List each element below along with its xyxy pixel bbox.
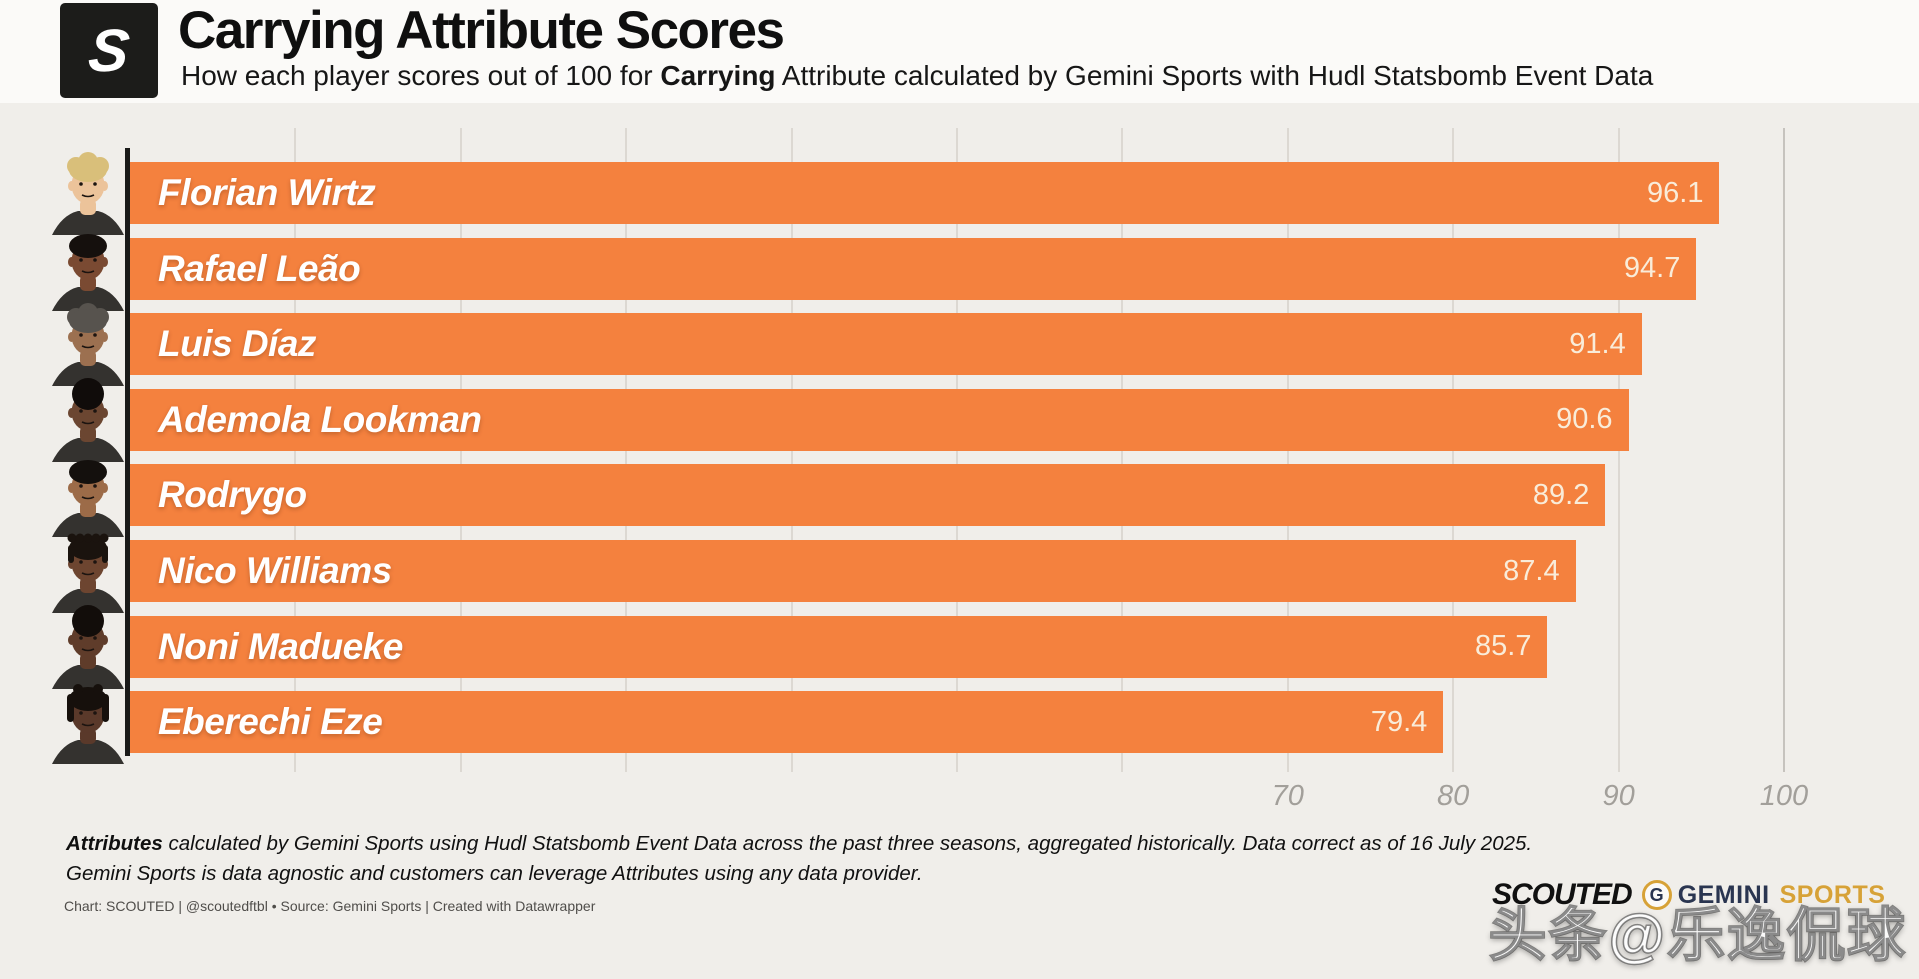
score-value-label: 91.4 [1569,327,1626,360]
score-value-label: 87.4 [1503,554,1560,587]
toutiao-watermark: 头条@乐逸侃球 [1488,902,1907,969]
player-headshot-icon [52,533,124,613]
gemini-g-icon: G [1641,880,1672,910]
score-bar: Nico Williams 87.4 [130,540,1576,602]
score-bar: Rafael Leão 94.7 [130,237,1697,300]
player-name-label: Noni Madueke [158,625,403,667]
player-photo [48,604,128,689]
score-bar: Luis Díaz 91.4 [130,313,1642,376]
player-headshot-icon [52,377,124,462]
gemini-word: GEMINI [1677,880,1770,909]
player-photo [48,302,128,387]
player-photo [48,151,128,235]
footnote-line-1-rest: calculated by Gemini Sports using Hudl S… [162,832,1533,855]
score-bar: Eberechi Eze 79.4 [130,691,1444,754]
footer-logos: SCOUTED G GEMINI SPORTS [1492,878,1885,912]
player-headshot-icon [52,684,124,765]
footnote-line-1: Attributes calculated by Gemini Sports u… [66,832,1532,856]
player-name-label: Nico Williams [158,550,392,591]
sports-word: SPORTS [1779,880,1886,909]
player-photo [48,453,128,538]
footnote-line-2: Gemini Sports is data agnostic and custo… [66,862,923,885]
player-headshot-icon [52,152,124,235]
header: S Carrying Attribute Scores How each pla… [0,0,1919,103]
axis-tick-label: 90 [1602,780,1635,812]
scouted-logo-letter-icon: S [85,16,133,84]
subtitle-suffix: Attribute calculated by Gemini Sports wi… [775,60,1654,91]
player-headshot-icon [52,460,124,538]
axis-tick-label: 100 [1759,780,1809,812]
score-value-label: 90.6 [1556,403,1613,436]
player-name-label: Rafael Leão [158,247,361,289]
scouted-wordmark: SCOUTED [1492,878,1633,911]
player-photo [48,227,128,311]
player-name-label: Eberechi Eze [158,701,383,743]
gridline [1783,128,1785,772]
player-name-label: Rodrygo [158,474,307,516]
score-value-label: 85.7 [1475,630,1532,663]
player-name-label: Luis Díaz [158,323,316,365]
axis-tick-label: 80 [1437,780,1470,812]
player-headshot-icon [52,604,124,689]
footnote-bold-word: Attributes [66,832,163,855]
score-value-label: 96.1 [1647,176,1704,209]
score-bar: Ademola Lookman 90.6 [130,388,1629,451]
score-bar: Florian Wirtz 96.1 [130,162,1720,224]
player-photo [48,377,128,462]
axis-tick-label: 70 [1271,780,1304,812]
player-headshot-icon [52,303,124,387]
player-photo [48,680,128,765]
subtitle-prefix: How each player scores out of 100 for [181,60,661,91]
gemini-sports-logo: G GEMINI SPORTS [1641,880,1886,910]
player-headshot-icon [52,233,124,311]
score-bar: Noni Madueke 85.7 [130,615,1548,678]
chart-credit-line: Chart: SCOUTED | @scoutedftbl • Source: … [64,898,596,914]
subtitle-bold-word: Carrying [660,60,776,91]
scouted-logo-badge: S [60,3,158,98]
axis-line [125,148,130,756]
score-bar: Rodrygo 89.2 [130,464,1606,527]
score-value-label: 79.4 [1370,705,1428,738]
page-title: Carrying Attribute Scores [178,1,785,60]
score-value-label: 94.7 [1623,252,1681,285]
page-subtitle: How each player scores out of 100 for Ca… [181,60,1653,92]
player-photo [48,529,128,613]
score-value-label: 89.2 [1532,478,1590,511]
player-name-label: Florian Wirtz [158,172,376,213]
player-name-label: Ademola Lookman [158,398,482,440]
